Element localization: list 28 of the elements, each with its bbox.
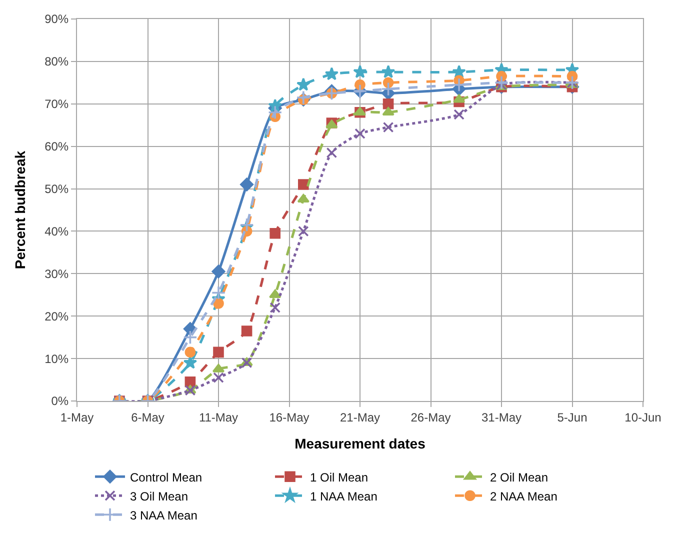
x-tick-label: 1-May: [60, 410, 94, 424]
x-tick-label: 21-May: [340, 410, 380, 424]
x-tick-label: 5-Jun: [557, 410, 588, 424]
y-tick-label: 70%: [44, 97, 69, 112]
x-axis-title: Measurement dates: [294, 436, 426, 452]
legend-label: 3 Oil Mean: [130, 489, 188, 504]
legend-label: 2 Oil Mean: [490, 470, 548, 484]
y-tick-label: 20%: [44, 309, 69, 324]
x-tick-label: 11-May: [198, 410, 238, 424]
y-tick-label: 40%: [44, 224, 69, 238]
x-tick-label: 10-Jun: [624, 410, 662, 424]
legend-label: 3 NAA Mean: [130, 508, 198, 522]
y-tick-label: 0%: [51, 394, 69, 408]
y-tick-label: 50%: [44, 182, 69, 196]
y-axis-title: Percent budbreak: [12, 150, 28, 270]
x-tick-label: 16-May: [269, 410, 310, 424]
legend-label: 1 Oil Mean: [310, 470, 368, 484]
y-tick-label: 30%: [44, 266, 69, 281]
y-tick-label: 60%: [44, 140, 69, 154]
x-tick-label: 31-May: [481, 410, 522, 424]
y-tick-label: 10%: [44, 352, 69, 366]
legend-label: 2 NAA Mean: [490, 489, 558, 504]
y-tick-label: 90%: [44, 12, 69, 26]
legend-label: 1 NAA Mean: [310, 489, 378, 504]
y-tick-label: 80%: [44, 54, 69, 69]
legend-label: Control Mean: [130, 470, 202, 484]
x-tick-label: 6-May: [131, 410, 164, 424]
x-tick-label: 26-May: [410, 410, 451, 424]
